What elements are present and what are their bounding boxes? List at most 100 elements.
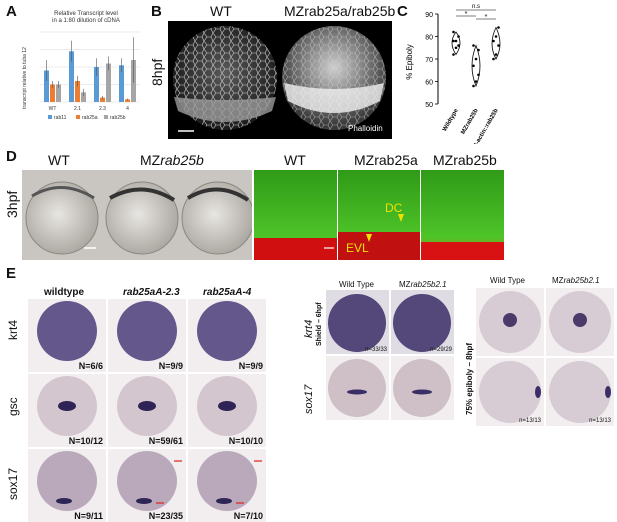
- e-mid-header-mz-gene: rab25b2.1: [410, 280, 447, 289]
- epiboly-point: [472, 64, 475, 68]
- legend-label-rab11: rab11: [54, 115, 67, 121]
- epiboly-point: [497, 26, 500, 29]
- ish-count: N=23/35: [148, 511, 183, 521]
- e-left-row-sox17: sox17: [6, 467, 20, 500]
- bar-chart-title: Relative Transcript level: [54, 11, 118, 17]
- panel-label-c: C: [397, 3, 408, 20]
- panel-d-header-mz-prefix: MZ: [140, 152, 161, 168]
- epiboly-point: [472, 84, 475, 88]
- legend-swatch-rab25a: [76, 115, 80, 119]
- e-right-header-wt: Wild Type: [490, 276, 525, 285]
- e-left-row-gsc: gsc: [6, 397, 20, 416]
- panel-d-stage-label: 3hpf: [4, 190, 20, 218]
- ish-count: N=9/9: [158, 361, 183, 371]
- epiboly-tick-label: 80: [425, 35, 433, 42]
- epiboly-point: [497, 44, 500, 47]
- panel-d-fl-header-mz25b: MZrab25b: [433, 152, 497, 168]
- e-mid-img-sox17-mz: [391, 356, 454, 420]
- bar-chart-subtitle: in a 1:80 dilution of cDNA: [52, 18, 120, 24]
- epiboly-point: [472, 44, 475, 47]
- panel-label-e: E: [6, 265, 17, 282]
- bar-rab25a: [50, 84, 55, 102]
- legend-swatch-rab25b: [104, 115, 108, 119]
- bar-chart-tick-label: 4: [126, 106, 129, 112]
- e-mid-row-sox17: sox17: [303, 384, 315, 414]
- epiboly-point: [454, 46, 458, 50]
- e-mid-stage: Shield – 6hpf: [316, 302, 323, 346]
- e-mid-header-mz-prefix: MZ: [399, 280, 411, 289]
- ish-count: N=10/12: [68, 436, 103, 446]
- epiboly-tick-label: 70: [425, 57, 433, 64]
- legend-label-rab25a: rab25a: [82, 115, 98, 121]
- epiboly-point: [492, 57, 495, 61]
- e-right-count-mz: n=13/13: [589, 418, 611, 424]
- bar-rab11: [119, 65, 124, 102]
- e-right-img-wt-1: [476, 288, 544, 356]
- panel-d-header-mz: MZrab25b: [140, 152, 204, 168]
- epiboly-point: [494, 53, 498, 56]
- bar-rab25b: [106, 63, 111, 102]
- e-right-count-wt: n=13/13: [519, 418, 541, 424]
- e-left-header-wildtype: wildtype: [44, 287, 85, 298]
- e-mid-row-krt4: krt4: [303, 319, 315, 338]
- bar-chart-plot: WT 2.1 2.3 4 rab11 rab25a rab25b: [40, 31, 140, 121]
- ish-image-krt4-0: N=6/6: [28, 299, 106, 372]
- sig-label-ns: n.s: [472, 4, 480, 10]
- violin-1: [471, 44, 481, 88]
- epiboly-point: [452, 30, 455, 34]
- e-left-header-4: rab25aA-4: [203, 287, 252, 298]
- e-mid-img-krt4-mz: n=29/29: [391, 290, 454, 354]
- e-mid-header-mz: MZrab25b2.1: [399, 280, 447, 289]
- sig-label-star-1: *: [465, 11, 468, 18]
- ish-image-sox17-2: N=7/10: [188, 449, 266, 522]
- dc-arrow-icon: [398, 214, 404, 222]
- epiboly-point: [457, 44, 460, 47]
- panel-label-d: D: [6, 148, 17, 165]
- epiboly-point: [474, 57, 478, 61]
- e-right-img-mz-2: n=13/13: [546, 358, 614, 426]
- ish-image-gsc-0: N=10/12: [28, 374, 106, 447]
- sig-label-star-2: *: [485, 14, 488, 21]
- bar-chart-transcript-level: Relative Transcript level in a 1:80 dilu…: [18, 6, 146, 134]
- e-mid-img-krt4-wt: n=33/33: [326, 290, 389, 354]
- violin-2: [491, 26, 501, 60]
- epiboly-category-label: MZrab25b: [460, 108, 480, 136]
- ish-image-krt4-2: N=9/9: [188, 299, 266, 372]
- e-mid-count-wt: n=33/33: [365, 347, 387, 353]
- epiboly-ylabel: % Epiboly: [405, 44, 414, 80]
- epiboly-tick-label: 90: [425, 12, 433, 19]
- panel-d-fl-header-wt: WT: [284, 152, 306, 168]
- bar-chart-tick-label: WT: [49, 106, 57, 112]
- violin-0: [451, 31, 461, 56]
- epiboly-point: [454, 39, 458, 43]
- e-left-header-2-3: rab25aA-2.3: [123, 287, 180, 298]
- bar-rab25b: [56, 84, 61, 102]
- e-mid-header-wt: Wild Type: [339, 280, 374, 289]
- bar-chart-ylabel: transcript relative to tuba 12: [22, 47, 28, 109]
- e-right-header-mz-gene: rab25b2.1: [563, 276, 600, 285]
- ish-image-gsc-1: N=59/61: [108, 374, 186, 447]
- ish-count: N=59/61: [148, 436, 183, 446]
- bar-rab25a: [100, 97, 105, 102]
- epiboly-point: [492, 39, 495, 43]
- bar-rab11: [94, 67, 99, 102]
- e-right-img-mz-1: [546, 288, 614, 356]
- panel-b-stage-label: 8hpf: [149, 58, 165, 86]
- e-right-img-wt-2: n=13/13: [476, 358, 544, 426]
- panel-d-header-mz-gene: rab25b: [160, 152, 204, 168]
- ish-count: N=9/9: [238, 361, 263, 371]
- epiboly-point: [452, 53, 455, 56]
- panel-b-header-wt: WT: [210, 3, 232, 19]
- annotation-dc: DC: [385, 201, 403, 215]
- ish-image-krt4-1: N=9/9: [108, 299, 186, 372]
- panel-b-header-mz: MZrab25a/rab25b: [284, 3, 396, 19]
- epiboly-point: [452, 39, 455, 43]
- panel-d-fl-header-mz25a: MZrab25a: [354, 152, 418, 168]
- legend-label-rab25b: rab25b: [110, 115, 126, 121]
- phalloidin-image: Phalloidin: [168, 21, 392, 139]
- epiboly-tick-label: 50: [425, 102, 433, 109]
- legend-swatch-rab11: [48, 115, 52, 119]
- bar-rab11: [44, 70, 49, 102]
